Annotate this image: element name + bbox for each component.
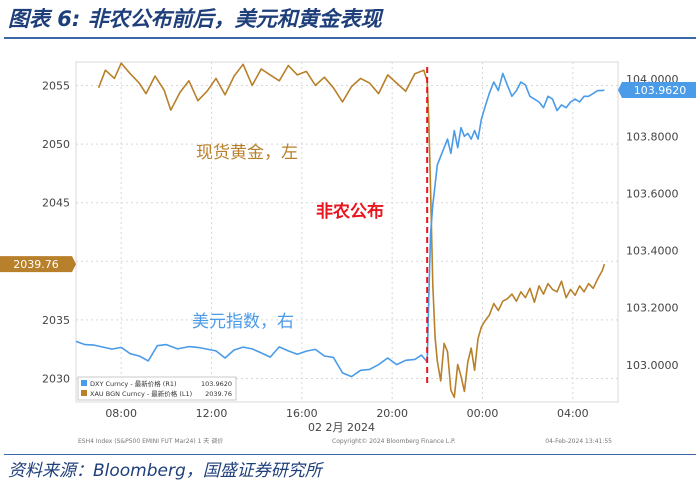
footer-copyright: Copyright© 2024 Bloomberg Finance L.P.: [332, 438, 456, 445]
right-tick-label: 103.8000: [626, 130, 679, 143]
legend-label: XAU BGN Curncy - 最新价格 (L1): [90, 389, 192, 398]
gold-price-line: [97, 62, 606, 399]
right-axis: 103.0000 103.2000 103.4000 103.6000 103.8000…: [626, 73, 679, 372]
current-value-badges: 2039.76 103.9620: [0, 82, 696, 273]
gold-current-label: 2039.76: [13, 258, 59, 271]
dxy-current-label: 103.9620: [634, 84, 687, 97]
footer-timestamp: 04-Feb-2024 13:41:55: [545, 438, 612, 445]
left-tick-label: 2030: [42, 373, 70, 386]
source-note: 资料来源：Bloomberg，国盛证券研究所: [8, 461, 322, 481]
x-tick-label: 16:00: [286, 407, 318, 420]
left-tick-label: 2045: [42, 197, 70, 210]
title-rule: [4, 37, 696, 39]
left-axis: 203020352040204520502055: [42, 79, 70, 385]
dxy-current-badge: [618, 82, 696, 98]
annotation-dxy: 美元指数，右: [192, 312, 294, 332]
legend-swatch: [81, 380, 87, 386]
gold-current-badge: [0, 256, 76, 273]
x-date-label: 02 2月 2024: [308, 421, 375, 434]
annotation-gold: 现货黄金，左: [196, 143, 298, 163]
left-tick-label: 2035: [42, 314, 70, 327]
right-tick-label: 103.2000: [626, 302, 679, 315]
left-tick-label: 2055: [42, 79, 70, 92]
right-tick-label: 103.0000: [626, 359, 679, 372]
legend-swatch: [81, 390, 87, 396]
source-rule: [4, 454, 696, 455]
legend-label: DXY Curncy - 最新价格 (R1): [90, 379, 177, 388]
x-tick-label: 20:00: [376, 407, 408, 420]
series-lines: [75, 62, 606, 399]
footer-ticker: ESH4 Index (S&P500 EMINI FUT Mar24) 1 天 …: [78, 437, 223, 445]
x-tick-label: 12:00: [196, 407, 228, 420]
nfp-chart: 203020352040204520502055 103.0000103.200…: [0, 61, 696, 445]
right-tick-label: 103.4000: [626, 245, 679, 258]
figure-title: 图表 6: 非农公布前后，美元和黄金表现: [8, 7, 382, 31]
x-axis: 08:00 12:00 16:00 20:00 00:00 04:00: [105, 407, 588, 420]
left-tick-label: 2050: [42, 138, 70, 151]
x-tick-label: 08:00: [105, 407, 137, 420]
legend: DXY Curncy - 最新价格 (R1) 103.9620 XAU BGN Cu…: [77, 376, 237, 401]
chart-area: 203020352040204520502055 103.0000103.200…: [0, 44, 700, 454]
legend-box: [77, 376, 237, 401]
plot-frame: [75, 61, 619, 403]
legend-value: 2039.76: [205, 390, 232, 398]
x-tick-label: 04:00: [557, 407, 589, 420]
x-tick-label: 00:00: [467, 407, 499, 420]
dxy-line: [75, 72, 605, 378]
legend-value: 103.9620: [201, 380, 232, 388]
right-tick-label: 103.6000: [626, 187, 679, 200]
grid: [75, 61, 619, 403]
annotation-nfp: 非农公布: [316, 201, 384, 222]
